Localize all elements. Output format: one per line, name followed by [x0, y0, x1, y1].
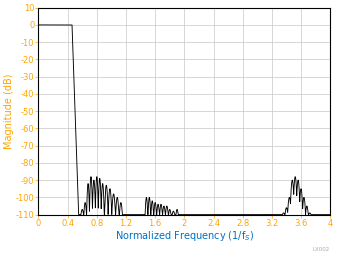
Text: LX002: LX002 [313, 247, 330, 252]
Y-axis label: Magnitude (dB): Magnitude (dB) [4, 73, 14, 149]
X-axis label: Normalized Frequency (1/f$_S$): Normalized Frequency (1/f$_S$) [115, 229, 254, 243]
